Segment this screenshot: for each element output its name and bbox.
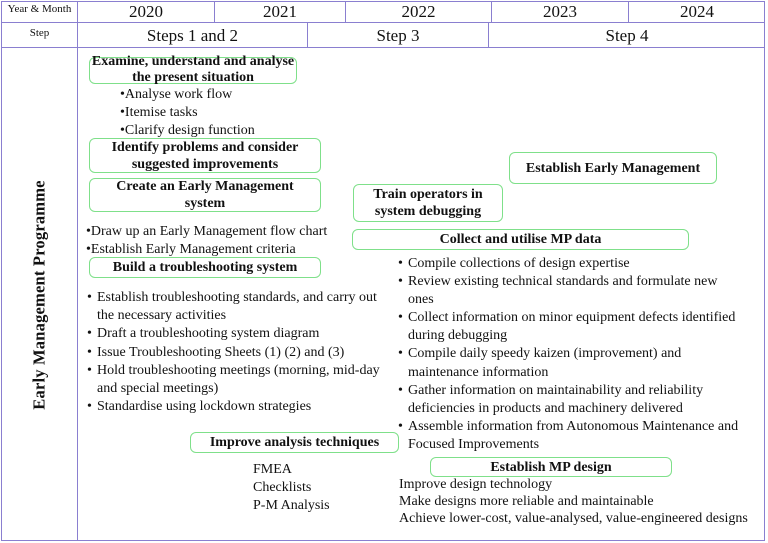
- list-item: Assemble information from Autonomous Mai…: [398, 418, 743, 454]
- list-item: •Establish Early Management criteria: [86, 242, 296, 258]
- list-item: Gather information on maintainability an…: [398, 382, 743, 418]
- grid-line: [345, 1, 346, 22]
- examine-items: •Analyse work flow •Itemise tasks •Clari…: [120, 86, 255, 141]
- grid-line: [488, 22, 489, 47]
- establish-early-management-box: Establish Early Management: [509, 152, 717, 184]
- list-item: Hold troubleshooting meetings (morning, …: [87, 362, 387, 398]
- programme-title-text: Early Management Programme: [29, 179, 49, 410]
- list-item: Compile collections of design expertise: [398, 255, 743, 273]
- step-label: Step: [29, 27, 50, 39]
- step-3: Step 3: [376, 26, 420, 45]
- step-4: Step 4: [605, 26, 649, 45]
- list-item: Collect information on minor equipment d…: [398, 309, 743, 345]
- grid-line: [214, 1, 215, 22]
- list-item: Review existing technical standards and …: [398, 273, 743, 309]
- list-item: •Draw up an Early Management flow chart: [86, 224, 328, 239]
- list-item: Issue Troubleshooting Sheets (1) (2) and…: [87, 344, 387, 362]
- analysis-items: FMEA Checklists P-M Analysis: [253, 461, 330, 516]
- year-2021: 2021: [263, 2, 297, 21]
- troubleshoot-items: Establish troubleshooting standards, and…: [87, 289, 387, 417]
- list-item: •Clarify design function: [120, 123, 255, 139]
- list-item: Achieve lower-cost, value-analysed, valu…: [399, 511, 748, 526]
- list-item: Improve design technology: [399, 477, 553, 492]
- list-item: Standardise using lockdown strategies: [87, 398, 387, 416]
- create-box: Create an Early Management system: [89, 178, 321, 212]
- list-item: FMEA: [253, 462, 292, 477]
- list-item: Draft a troubleshooting system diagram: [87, 325, 387, 343]
- list-item: •Itemise tasks: [120, 105, 198, 121]
- list-item: •Analyse work flow: [120, 87, 233, 102]
- mp-design-box: Establish MP design: [430, 457, 672, 477]
- identify-box: Identify problems and consider suggested…: [89, 138, 321, 173]
- grid-line: [1, 22, 765, 23]
- grid-line: [491, 1, 492, 22]
- year-2020: 2020: [129, 2, 163, 21]
- programme-title: Early Management Programme: [2, 48, 77, 541]
- list-item: Make designs more reliable and maintaina…: [399, 494, 654, 509]
- list-item: Compile daily speedy kaizen (improvement…: [398, 345, 743, 381]
- list-item: Establish troubleshooting standards, and…: [87, 289, 387, 325]
- step-1-2: Steps 1 and 2: [146, 26, 239, 45]
- list-item: Checklists: [253, 480, 312, 496]
- create-items: •Draw up an Early Management flow chart …: [86, 223, 327, 259]
- grid-line: [307, 22, 308, 47]
- collect-box: Collect and utilise MP data: [352, 229, 689, 250]
- year-month-label: Year & Month: [7, 3, 72, 15]
- troubleshoot-box: Build a troubleshooting system: [89, 257, 321, 278]
- collect-items: Compile collections of design expertise …: [398, 255, 743, 454]
- grid-line: [77, 1, 78, 541]
- grid-line: [1, 47, 765, 48]
- analysis-box: Improve analysis techniques: [190, 432, 399, 453]
- grid-line: [628, 1, 629, 22]
- list-item: P-M Analysis: [253, 498, 330, 514]
- examine-box: Examine, understand and analyse the pres…: [89, 54, 297, 85]
- year-2024: 2024: [680, 2, 714, 21]
- year-2022: 2022: [401, 2, 436, 21]
- train-box: Train operators in system debugging: [353, 184, 503, 222]
- year-2023: 2023: [543, 2, 577, 21]
- mp-design-items: Improve design technology Make designs m…: [399, 476, 749, 527]
